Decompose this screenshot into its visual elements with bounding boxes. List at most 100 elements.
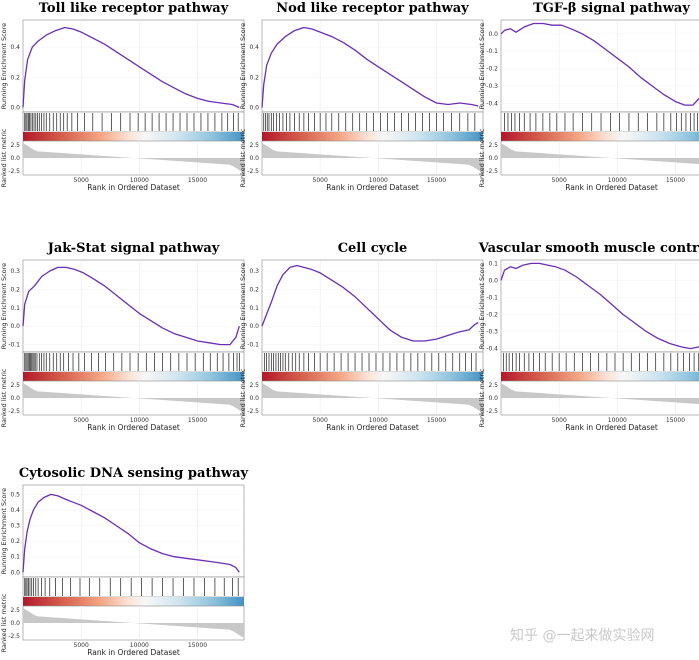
ranked-metric-area: [23, 608, 244, 638]
gsea-panel-4: Jak-Stat signal pathway0.30.20.10.0-0.1R…: [0, 241, 245, 432]
metric-tick-label: 0.0: [10, 155, 20, 162]
y-tick-label: -0.3: [486, 83, 498, 90]
metric-tick-label: -2.5: [8, 168, 20, 175]
y-tick-label: -0.1: [247, 342, 259, 349]
watermark: 知乎 @一起来做实验网: [510, 627, 654, 644]
panel-title: TGF-β signal pathway: [533, 1, 690, 16]
y-tick-label: -0.2: [486, 312, 498, 319]
y-tick-label: 0.1: [488, 260, 498, 267]
metric-axis-label: Ranked list metric: [478, 128, 486, 187]
x-tick-label: 15000: [427, 417, 446, 424]
x-tick-label: 10000: [130, 177, 149, 184]
metric-tick-label: -2.5: [8, 408, 20, 415]
metric-tick-label: 0.0: [10, 395, 20, 402]
hits-frame: [261, 111, 484, 133]
es-curve: [22, 26, 240, 109]
x-axis-label: Rank in Ordered Dataset: [87, 183, 180, 192]
y-tick-label: 0.4: [10, 507, 20, 514]
metric-tick-label: -2.5: [8, 633, 20, 640]
y-tick-label: 0.0: [10, 104, 20, 111]
es-curve: [261, 26, 479, 108]
panel-title: Nod like receptor pathway: [276, 1, 469, 16]
watermark-text: 知乎 @一起来做实验网: [510, 627, 654, 644]
x-tick-label: 10000: [130, 417, 149, 424]
x-tick-label: 15000: [188, 417, 207, 424]
metric-tick-label: 2.5: [249, 382, 259, 389]
metric-axis-label: Ranked list metric: [239, 128, 247, 187]
metric-tick-label: 0.0: [488, 155, 498, 162]
x-tick-label: 15000: [188, 642, 207, 649]
metric-tick-label: 2.5: [10, 607, 20, 614]
panel-title: Cell cycle: [338, 241, 408, 256]
es-plot-frame: [22, 259, 245, 353]
es-curve: [22, 493, 240, 573]
es-plot-frame: [22, 19, 245, 113]
panel-title: Jak-Stat signal pathway: [47, 241, 220, 256]
gsea-panel-7: Cytosolic DNA sensing pathway 0.5 0.4 0.3 0.…: [0, 466, 249, 657]
x-tick-label: 10000: [608, 417, 627, 424]
hits-frame: [500, 351, 699, 373]
metric-tick-label: -2.5: [247, 168, 259, 175]
metric-tick-label: 2.5: [488, 382, 498, 389]
metric-tick-label: 2.5: [488, 142, 498, 149]
x-tick-label: 15000: [188, 177, 207, 184]
x-tick-label: 10000: [369, 177, 388, 184]
x-axis-label: Rank in Ordered Dataset: [87, 648, 180, 657]
x-tick-label: 10000: [369, 417, 388, 424]
metric-tick-label: -2.5: [486, 408, 498, 415]
metric-axis-label: Ranked list metric: [0, 593, 8, 652]
y-tick-label: 0.1: [249, 305, 259, 312]
metric-axis-label: Ranked list metric: [239, 368, 247, 427]
es-axis-label: Running Enrichment Score: [0, 488, 8, 574]
gsea-panel-2: Nod like receptor pathway0.00.20.4Runnin…: [239, 1, 484, 192]
metric-tick-label: 0.0: [10, 620, 20, 627]
y-tick-label: 0.3: [10, 268, 20, 275]
gsea-panel-1: Toll like receptor pathway0.00.20.4Runni…: [0, 1, 245, 192]
x-tick-label: 5000: [313, 417, 328, 424]
es-curve: [500, 262, 699, 350]
ranked-metric-area: [262, 143, 483, 173]
x-tick-label: 10000: [130, 642, 149, 649]
y-tick-label: -0.1: [486, 48, 498, 55]
y-tick-label: -0.3: [486, 329, 498, 336]
es-axis-label: Running Enrichment Score: [478, 23, 486, 109]
y-tick-label: -0.1: [486, 294, 498, 301]
x-axis-label: Rank in Ordered Dataset: [565, 423, 658, 432]
metric-tick-label: 0.0: [249, 155, 259, 162]
y-tick-label: -0.1: [8, 342, 20, 349]
panel-title: Vascular smooth muscle contraction: [478, 241, 699, 256]
metric-axis-label: Ranked list metric: [0, 368, 8, 427]
es-curve: [261, 264, 479, 342]
x-tick-label: 5000: [552, 417, 567, 424]
x-axis-label: Rank in Ordered Dataset: [326, 423, 419, 432]
metric-axis-label: Ranked list metric: [478, 368, 486, 427]
rank-color-bar: [501, 372, 699, 381]
rank-color-bar: [262, 372, 483, 381]
gsea-panel-6: Vascular smooth muscle contraction 0.1 0.0…: [478, 241, 699, 432]
y-tick-label: 0.1: [10, 305, 20, 312]
x-tick-label: 15000: [666, 177, 685, 184]
x-tick-label: 10000: [608, 177, 627, 184]
hits-frame: [22, 576, 245, 598]
es-plot-frame: [261, 259, 484, 353]
y-tick-label: 0.3: [10, 523, 20, 530]
y-tick-label: 0.2: [10, 74, 20, 81]
y-tick-label: -0.4: [486, 100, 498, 107]
x-tick-label: 15000: [427, 177, 446, 184]
es-plot-frame: [261, 19, 484, 113]
metric-tick-label: 2.5: [10, 142, 20, 149]
ranked-metric-area: [501, 383, 699, 405]
rank-color-bar: [262, 132, 483, 141]
y-tick-label: 0.2: [10, 286, 20, 293]
metric-tick-label: -2.5: [247, 408, 259, 415]
x-axis-label: Rank in Ordered Dataset: [565, 183, 658, 192]
es-plot-frame: [500, 259, 699, 353]
y-tick-label: 0.0: [488, 277, 498, 284]
es-axis-label: Running Enrichment Score: [0, 263, 8, 349]
ranked-metric-area: [23, 143, 244, 173]
es-plot-frame: [22, 484, 245, 578]
panel-title: Toll like receptor pathway: [39, 1, 229, 16]
x-tick-label: 5000: [74, 417, 89, 424]
rank-color-bar: [23, 132, 244, 141]
